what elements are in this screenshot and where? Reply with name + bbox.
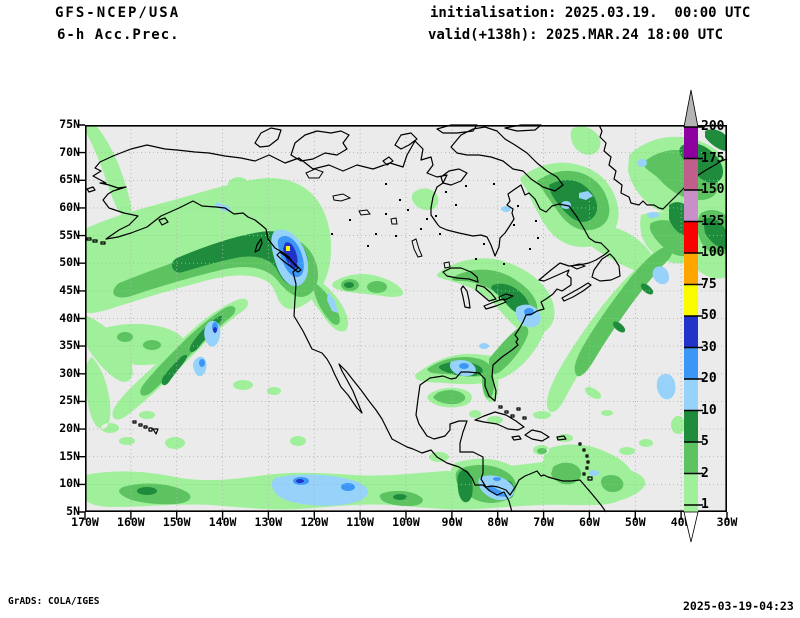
colorbar-label: 75 (701, 276, 717, 292)
lat-label: 5N (66, 504, 80, 518)
valid-time-label: valid(+138h): 2025.MAR.24 18:00 UTC (428, 27, 724, 43)
lat-label: 30N (59, 365, 80, 380)
initialisation-label: initialisation: 2025.03.19. 00:00 UTC (430, 5, 751, 21)
colorbar-label: 10 (701, 402, 717, 418)
map-frame (85, 125, 728, 512)
colorbar-label: 50 (701, 308, 717, 323)
precip-blue-layer (199, 236, 534, 498)
graticule-grid (85, 125, 727, 512)
lon-label: 30W (716, 515, 738, 529)
colorbar-label: 150 (701, 182, 725, 197)
lat-label: 50N (59, 255, 80, 270)
map-canvas (77, 124, 728, 520)
lon-label: 130W (254, 515, 283, 529)
colorbar-below-min-arrow (683, 511, 699, 543)
field-title: 6-h Acc.Prec. (57, 27, 180, 43)
lat-label: 75N (59, 117, 80, 131)
colorbar-segment (684, 379, 698, 411)
colorbar-label: 175 (701, 150, 725, 166)
inland-lakes-outlines (305, 168, 451, 269)
lat-label: 15N (59, 448, 80, 463)
colorbar-segment (684, 442, 698, 474)
colorbar-segment (684, 127, 698, 159)
lon-label: 70W (533, 515, 554, 529)
lat-label: 60N (59, 199, 80, 214)
colorbar-label: 100 (701, 245, 725, 260)
lat-label: 55N (59, 227, 80, 242)
lat-label: 45N (59, 282, 80, 297)
colorbar-segment (684, 347, 698, 379)
lon-label: 50W (624, 515, 646, 529)
model-title: GFS-NCEP/USA (55, 5, 181, 21)
lon-label: 60W (579, 515, 600, 529)
lon-label: 120W (300, 515, 329, 529)
lat-label: 20N (59, 421, 80, 436)
lat-label: 25N (59, 393, 80, 408)
lon-label: 160W (117, 515, 145, 529)
colorbar-label: 5 (701, 434, 709, 449)
creation-timestamp: 2025-03-19-04:23 (683, 599, 794, 613)
colorbar (683, 89, 703, 543)
lon-label: 110W (346, 515, 374, 529)
colorbar-tick-marks (684, 126, 703, 506)
colorbar-segment (684, 316, 698, 348)
axis-tick-marks (77, 124, 728, 520)
colorbar-segment (684, 190, 698, 222)
colorbar-label: 2 (701, 465, 709, 481)
colorbar-segment (684, 158, 698, 190)
lon-label: 90W (441, 515, 463, 529)
grads-credit: GrADS: COLA/IGES (8, 596, 100, 607)
colorbar-segment (684, 410, 698, 442)
lat-label: 40N (59, 310, 80, 325)
precip-dark-blue-layer (213, 242, 304, 483)
colorbar-segment (684, 473, 698, 512)
lat-label: 35N (59, 338, 80, 353)
colorbar-label: 125 (701, 213, 725, 229)
precip-yellow-layer (286, 246, 290, 251)
lon-label: 80W (487, 515, 509, 529)
lon-label: 170W (71, 515, 99, 529)
coastline (86, 124, 728, 513)
colorbar-segment (684, 221, 698, 253)
lat-label: 10N (59, 476, 80, 491)
lon-label: 150W (162, 515, 191, 529)
colorbar-label: 30 (701, 339, 717, 355)
lat-label: 70N (59, 144, 80, 159)
colorbar-label: 200 (701, 119, 725, 134)
colorbar-segment (684, 253, 698, 285)
lon-label: 140W (208, 515, 237, 529)
colorbar-label: 20 (701, 371, 717, 386)
lat-label: 65N (59, 172, 80, 187)
lon-label: 100W (392, 515, 420, 529)
colorbar-above-max-arrow (683, 89, 699, 128)
colorbar-label: 1 (701, 497, 709, 512)
colorbar-segment (684, 284, 698, 316)
